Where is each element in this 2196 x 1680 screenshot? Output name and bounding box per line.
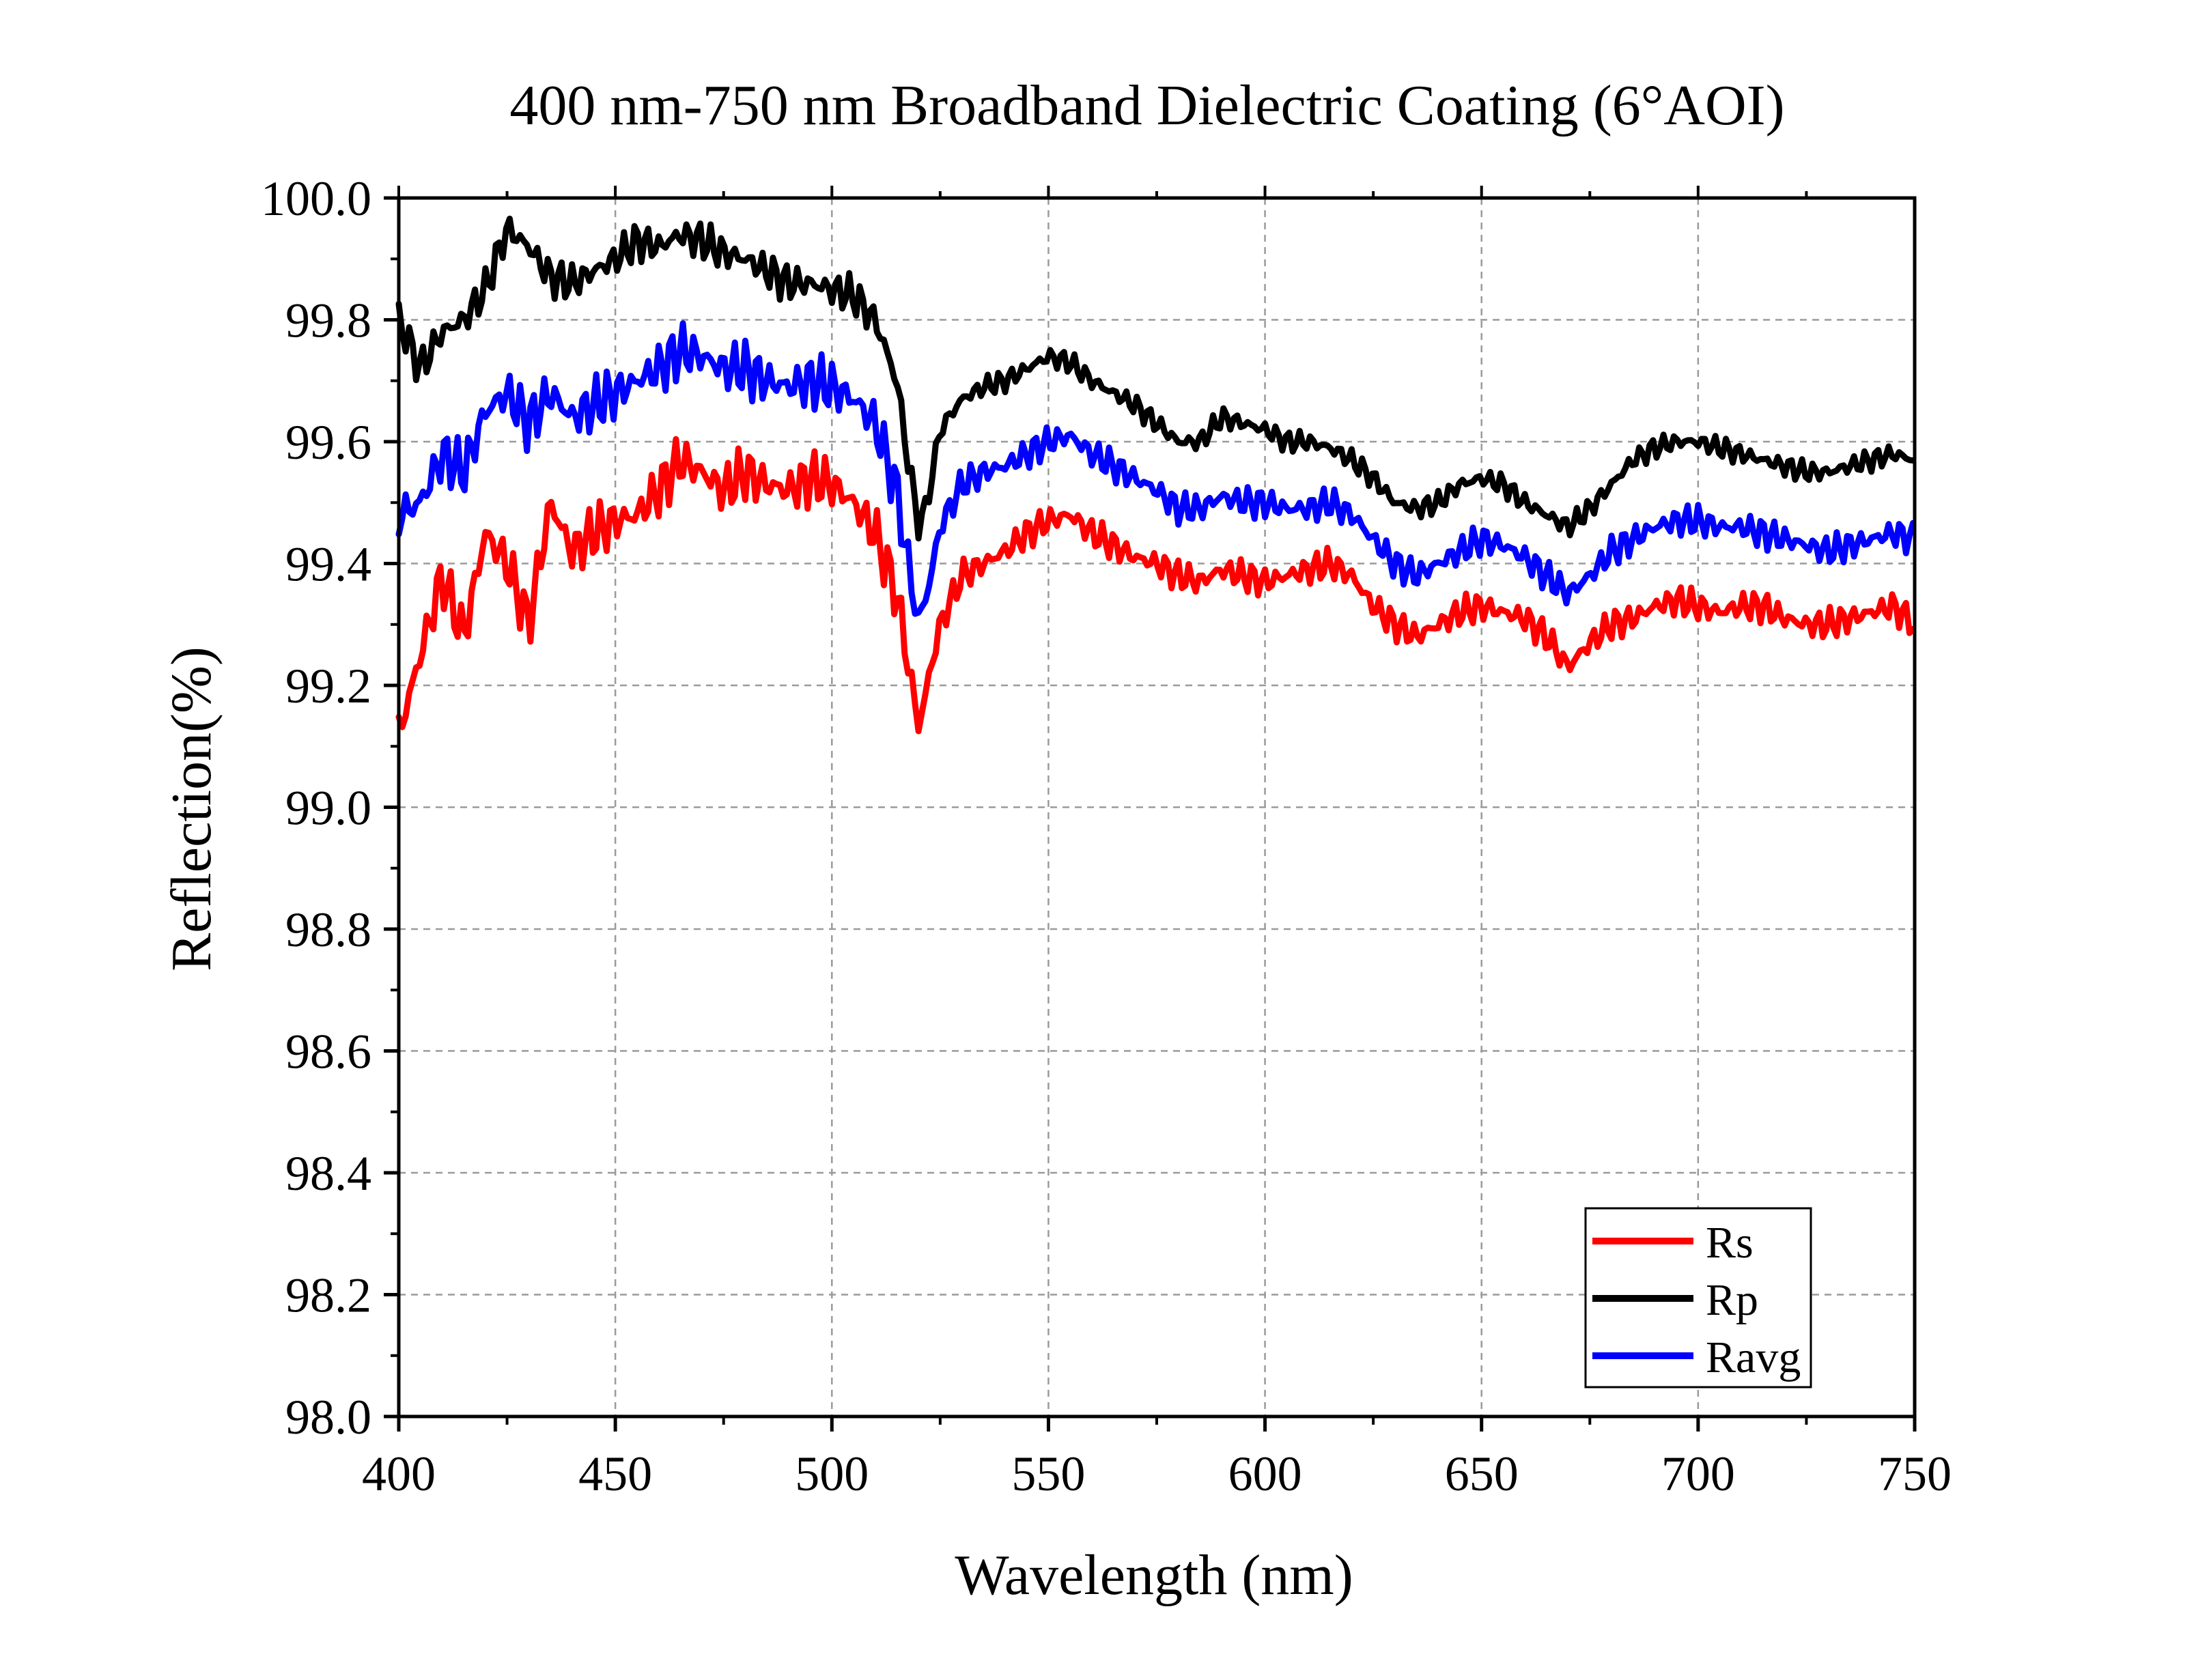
x-tick-label: 500 [795,1447,869,1501]
x-tick-label: 700 [1661,1447,1735,1501]
y-tick-label: 99.6 [285,415,371,470]
y-tick-label: 98.6 [285,1025,371,1079]
x-tick-label: 600 [1228,1447,1302,1501]
y-tick-label: 98.2 [285,1268,371,1323]
x-tick-label: 400 [362,1447,436,1501]
series-line-rs [395,436,1916,735]
y-axis-label: Reflection(%) [160,646,223,971]
chart-title: 400 nm-750 nm Broadband Dielectric Coati… [509,74,1784,137]
y-tick-label: 99.4 [285,537,371,592]
series-line-rp [395,215,1916,542]
axis-layer: 400 450 500 550 600 650 700 750 98.0 98.2 98.4 98.6… [261,171,1952,1501]
x-axis-label: Wavelength (nm) [955,1543,1353,1607]
y-tick-label: 99.2 [285,659,371,713]
legend: Rs Rp Ravg [1584,1207,1812,1389]
x-tick-label: 650 [1445,1447,1519,1501]
x-tick-label: 550 [1011,1447,1085,1501]
y-tick-label: 98.4 [285,1146,371,1201]
x-tick-label: 750 [1878,1447,1952,1501]
y-tick-label: 99.0 [285,781,371,836]
legend-label-rp: Rp [1706,1275,1758,1325]
legend-label-rs: Rs [1706,1218,1754,1268]
legend-label-ravg: Ravg [1706,1333,1801,1382]
y-tick-label: 98.0 [285,1390,371,1444]
x-tick-label: 450 [578,1447,652,1501]
y-tick-label: 99.8 [285,294,371,348]
series-layer [395,215,1916,735]
y-tick-label: 100.0 [261,171,371,226]
y-tick-label: 98.8 [285,902,371,957]
series-line-ravg [395,320,1916,617]
